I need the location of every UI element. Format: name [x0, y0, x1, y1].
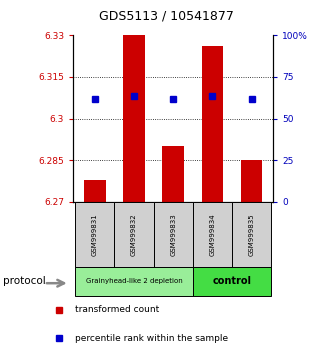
- Text: protocol: protocol: [3, 276, 46, 286]
- Text: GSM999834: GSM999834: [209, 213, 215, 256]
- Text: transformed count: transformed count: [75, 305, 160, 314]
- Text: control: control: [212, 276, 251, 286]
- Text: percentile rank within the sample: percentile rank within the sample: [75, 333, 228, 343]
- Text: GSM999835: GSM999835: [248, 213, 254, 256]
- Bar: [75, 267, 193, 296]
- Bar: [201, 46, 223, 202]
- Text: GSM999831: GSM999831: [92, 213, 98, 256]
- Bar: [123, 35, 145, 202]
- Bar: [193, 267, 271, 296]
- Text: GSM999832: GSM999832: [131, 213, 137, 256]
- Text: Grainyhead-like 2 depletion: Grainyhead-like 2 depletion: [86, 279, 182, 284]
- Text: GDS5113 / 10541877: GDS5113 / 10541877: [99, 10, 234, 22]
- Bar: [241, 160, 262, 202]
- Bar: [193, 202, 232, 267]
- Bar: [163, 146, 184, 202]
- Bar: [84, 179, 106, 202]
- Bar: [115, 202, 154, 267]
- Bar: [75, 202, 115, 267]
- Bar: [232, 202, 271, 267]
- Bar: [154, 202, 193, 267]
- Text: GSM999833: GSM999833: [170, 213, 176, 256]
